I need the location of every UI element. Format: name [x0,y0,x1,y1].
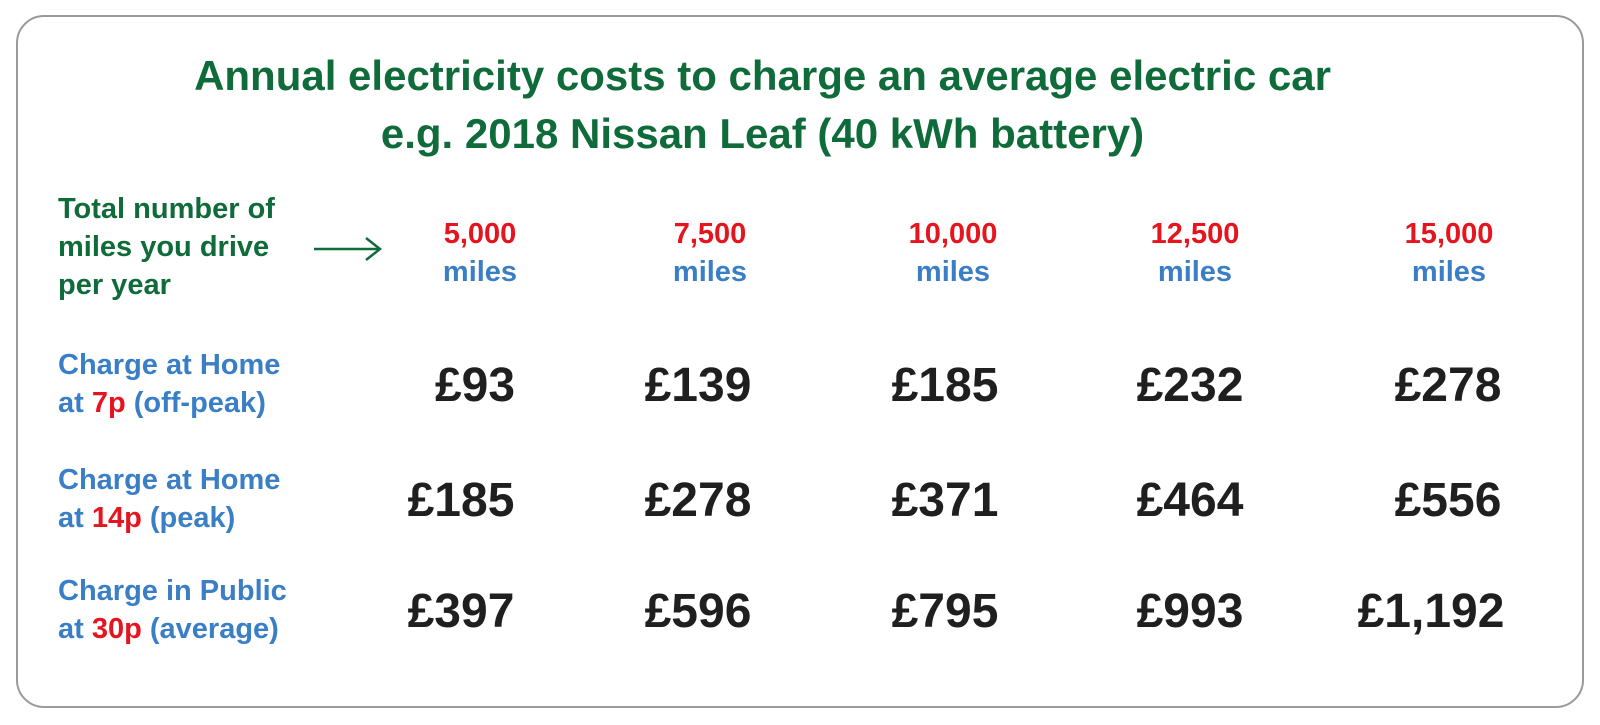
cost-cell: £397 [407,585,515,638]
cost-cell: £993 [1136,585,1244,638]
cost-cell: £232 [1136,359,1244,412]
cost-cell: £139 [644,359,752,412]
row-label-home-offpeak: Charge at Home at 7p (off-peak) [58,349,281,419]
cost-cell: £795 [891,585,999,638]
row-label-public: Charge in Public at 30p (average) [58,575,287,645]
cost-cell: £185 [891,359,999,412]
cost-cell: £371 [891,474,999,527]
column-header-5000: 5,000 miles [442,218,518,288]
miles-header-label: Total number of miles you drive per year [58,193,275,301]
column-header-10000: 10,000 miles [908,218,998,288]
column-header-7500: 7,500 miles [672,218,748,288]
page-subtitle: e.g. 2018 Nissan Leaf (40 kWh battery) [380,110,1145,157]
page-title: Annual electricity costs to charge an av… [194,52,1331,99]
cost-cell: £596 [644,585,752,638]
cost-cell: £1,192 [1357,585,1505,638]
cost-cell: £185 [407,474,515,527]
cost-cell: £556 [1394,474,1502,527]
rate-highlight: 14p [91,502,142,534]
cost-cell: £278 [644,474,752,527]
row-label-home-peak: Charge at Home at 14p (peak) [58,464,281,534]
rate-highlight: 30p [91,613,142,645]
cost-cell: £93 [434,359,516,412]
arrow-right-icon [314,237,383,261]
card-frame [16,15,1584,708]
cost-cell: £464 [1136,474,1244,527]
column-header-12500: 12,500 miles [1150,218,1240,288]
column-header-15000: 15,000 miles [1404,218,1494,288]
cost-cell: £278 [1394,359,1502,412]
rate-highlight: 7p [91,387,126,419]
